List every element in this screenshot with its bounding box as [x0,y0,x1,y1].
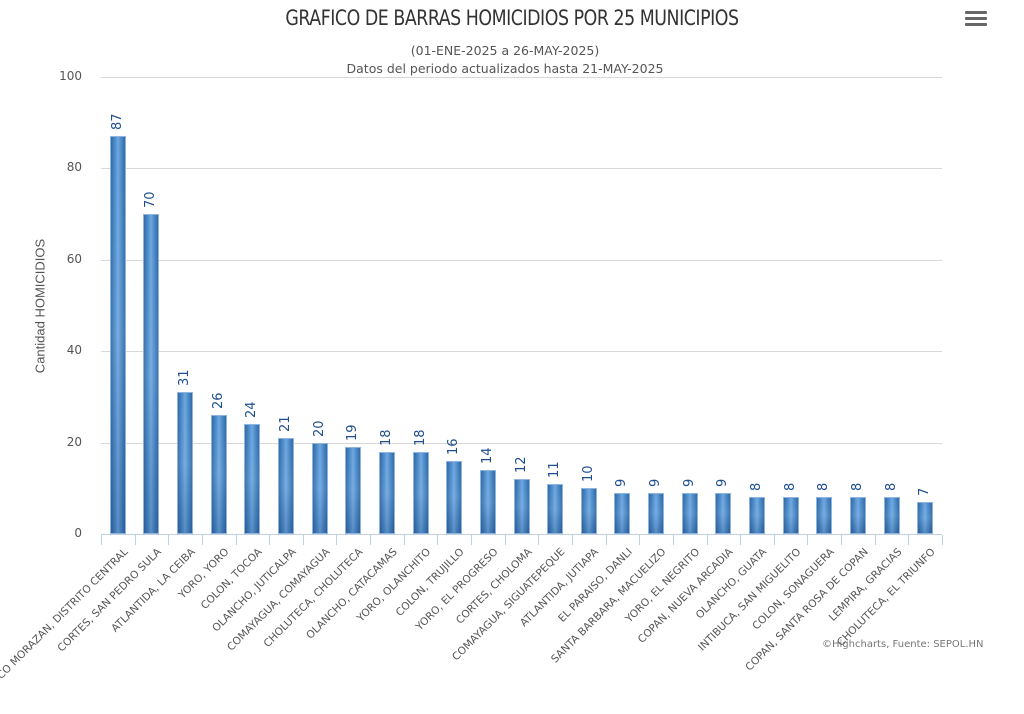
x-tick-mark [639,535,640,545]
y-tick-label: 40 [66,343,82,357]
data-label: 8 [884,482,899,491]
x-tick-mark [404,535,405,545]
x-tick-mark [269,535,270,545]
chart-credits[interactable]: ©Highcharts, Fuente: SEPOL.HN [822,639,984,650]
bar[interactable] [177,392,193,534]
data-label: 7 [917,487,932,496]
x-tick-mark [538,535,539,545]
bar[interactable] [917,502,933,534]
bar[interactable] [581,488,597,534]
data-label: 19 [345,424,360,441]
x-tick-mark [572,535,573,545]
x-tick-mark [303,535,304,545]
bar[interactable] [345,447,361,534]
data-label: 87 [110,113,125,130]
data-label: 8 [850,482,865,491]
data-label: 9 [715,478,730,487]
bar[interactable] [547,484,563,534]
data-label: 24 [244,401,259,418]
bar[interactable] [749,497,765,534]
data-label: 70 [143,191,158,208]
bar[interactable] [514,479,530,534]
y-tick-label: 100 [59,69,82,83]
bar[interactable] [244,424,260,534]
x-tick-mark [875,535,876,545]
bar[interactable] [312,443,328,534]
data-label: 10 [581,465,596,482]
data-label: 18 [379,429,394,446]
x-tick-mark [908,535,909,545]
gridline [101,77,942,78]
bar[interactable] [110,136,126,534]
bar[interactable] [850,497,866,534]
chart-title: GRAFICO DE BARRAS HOMICIDIOS POR 25 MUNI… [285,6,739,30]
bar[interactable] [783,497,799,534]
x-tick-mark [202,535,203,545]
bar[interactable] [379,452,395,534]
data-label: 20 [312,420,327,437]
bar[interactable] [682,493,698,534]
gridline [101,168,942,169]
x-tick-mark [370,535,371,545]
x-tick-mark [236,535,237,545]
data-label: 12 [514,456,529,473]
y-tick-label: 60 [66,252,82,266]
bar[interactable] [715,493,731,534]
bar[interactable] [884,497,900,534]
data-label: 9 [682,478,697,487]
data-label: 8 [783,482,798,491]
gridline [101,351,942,352]
data-label: 14 [480,447,495,464]
x-tick-mark [471,535,472,545]
bar[interactable] [816,497,832,534]
bar[interactable] [143,214,159,534]
data-label: 9 [614,478,629,487]
gridline [101,443,942,444]
x-axis-line [101,534,942,535]
x-tick-mark [841,535,842,545]
x-tick-mark [437,535,438,545]
bar[interactable] [413,452,429,534]
data-label: 11 [547,461,562,478]
hamburger-menu-icon[interactable] [965,11,987,27]
bar[interactable] [480,470,496,534]
data-label: 8 [749,482,764,491]
data-label: 26 [211,392,226,409]
x-tick-label: COPAN, SANTA ROSA DE COPAN [743,546,871,674]
x-tick-mark [673,535,674,545]
y-tick-label: 80 [66,160,82,174]
x-tick-mark [135,535,136,545]
data-label: 18 [413,429,428,446]
bar[interactable] [614,493,630,534]
bar[interactable] [648,493,664,534]
data-label: 21 [278,415,293,432]
x-tick-mark [168,535,169,545]
data-label: 16 [446,438,461,455]
x-tick-mark [707,535,708,545]
bar[interactable] [278,438,294,534]
chart-subtitle-dates: (01-ENE-2025 a 26-MAY-2025) [410,43,600,58]
x-tick-label: COLON, TOCOA [198,546,265,612]
data-label: 31 [177,369,192,386]
x-tick-mark [336,535,337,545]
x-tick-mark [774,535,775,545]
x-tick-mark [942,535,943,545]
chart-subtitle-updated: Datos del periodo actualizados hasta 21-… [346,61,664,76]
x-tick-mark [807,535,808,545]
y-tick-label: 0 [74,526,82,540]
x-tick-label: FRANCISCO MORAZAN, DISTRITO CENTRAL [0,546,131,714]
x-tick-mark [740,535,741,545]
gridline [101,260,942,261]
x-tick-mark [606,535,607,545]
data-label: 8 [816,482,831,491]
x-tick-mark [101,535,102,545]
bar[interactable] [211,415,227,534]
data-label: 9 [648,478,663,487]
x-tick-mark [505,535,506,545]
bar[interactable] [446,461,462,534]
y-tick-label: 20 [66,435,82,449]
